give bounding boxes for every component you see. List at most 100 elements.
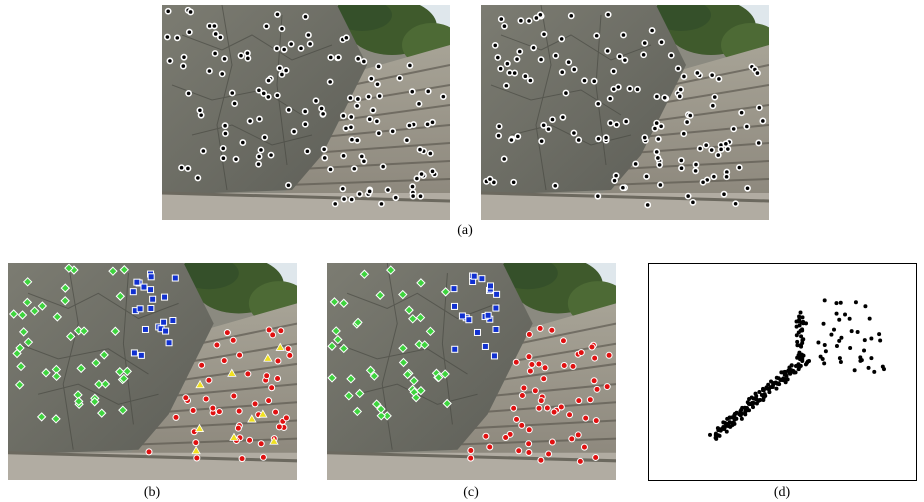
feature-circle: [235, 425, 241, 431]
feature-point: [495, 55, 500, 60]
feature-square: [148, 287, 154, 293]
feature-circle: [239, 456, 245, 462]
feature-circle: [569, 436, 575, 442]
feature-point: [659, 124, 664, 129]
scatter-dot: [837, 318, 841, 322]
page: (a) (b) (c) (d) (() => { const data = JS…: [0, 0, 924, 502]
feature-point: [655, 155, 660, 160]
feature-point: [188, 9, 193, 14]
scatter-dot: [723, 425, 727, 429]
feature-point: [207, 68, 212, 73]
feature-circle: [231, 393, 237, 399]
feature-point: [616, 84, 621, 89]
scatter-dot: [854, 300, 858, 304]
feature-point: [594, 33, 599, 38]
scatter-dot: [853, 368, 857, 372]
feature-point: [686, 194, 691, 199]
feature-point: [303, 109, 308, 114]
feature-point: [582, 78, 587, 83]
figure: (a) (b) (c) (d): [0, 0, 924, 502]
feature-point: [375, 82, 380, 87]
feature-point: [349, 197, 354, 202]
feature-circle: [487, 444, 493, 450]
feature-circle: [183, 395, 189, 401]
feature-square: [493, 305, 499, 311]
feature-point: [721, 192, 726, 197]
scatter-dot: [824, 349, 828, 353]
feature-square: [479, 276, 485, 282]
feature-point: [222, 56, 227, 61]
feature-point: [603, 135, 608, 140]
feature-point: [685, 119, 690, 124]
feature-circle: [258, 441, 264, 447]
feature-point: [377, 93, 382, 98]
scatter-dot: [882, 367, 886, 371]
scatter-dot: [728, 425, 732, 429]
feature-point: [553, 183, 558, 188]
scatter-dot: [750, 395, 754, 399]
feature-circle: [283, 415, 289, 421]
scatter-dot: [787, 366, 791, 370]
feature-circle: [519, 422, 525, 428]
scatter-dot: [762, 396, 766, 400]
feature-point: [731, 126, 736, 131]
feature-circle: [526, 450, 532, 456]
feature-point: [559, 36, 564, 41]
feature-point: [502, 156, 507, 161]
scatter-dot: [816, 341, 820, 345]
feature-circle: [206, 377, 212, 383]
feature-circle: [583, 415, 589, 421]
feature-point: [262, 135, 267, 140]
feature-circle: [275, 358, 281, 364]
feature-point: [336, 55, 341, 60]
feature-point: [340, 186, 345, 191]
feature-point: [569, 13, 574, 18]
feature-circle: [570, 363, 576, 369]
feature-point: [518, 18, 523, 23]
feature-circle: [538, 398, 544, 404]
feature-point: [319, 106, 324, 111]
feature-circle: [526, 354, 532, 360]
scatter-dot: [779, 378, 783, 382]
scatter-dot: [740, 417, 744, 421]
scatter-dot: [804, 362, 808, 366]
feature-circle: [560, 338, 566, 344]
feature-circle: [578, 350, 584, 356]
scatter-dot: [829, 333, 833, 337]
feature-point: [352, 166, 357, 171]
scatter-dot: [734, 417, 738, 421]
feature-point: [676, 66, 681, 71]
feature-point: [745, 186, 750, 191]
feature-point: [499, 17, 504, 22]
scatter-dot: [834, 301, 838, 305]
feature-point: [620, 185, 625, 190]
feature-point: [238, 53, 243, 58]
feature-square: [166, 340, 172, 346]
feature-square: [451, 286, 457, 292]
feature-circle: [581, 444, 587, 450]
photo-right: [481, 0, 781, 220]
feature-point: [534, 15, 539, 20]
feature-point: [733, 201, 738, 206]
scatter-dot: [716, 428, 720, 432]
feature-point: [277, 66, 282, 71]
scatter-dot: [708, 433, 712, 437]
feature-point: [502, 24, 507, 29]
scatter-dot: [832, 328, 836, 332]
scatter-dot: [878, 339, 882, 343]
feature-point: [677, 94, 682, 99]
feature-point: [356, 56, 361, 61]
feature-circle: [247, 437, 253, 443]
feature-point: [642, 41, 647, 46]
feature-point: [348, 95, 353, 100]
feature-point: [614, 122, 619, 127]
feature-square: [493, 326, 499, 332]
feature-square: [170, 318, 176, 324]
feature-square: [130, 289, 136, 295]
feature-point: [505, 61, 510, 66]
feature-square: [494, 291, 500, 297]
feature-point: [633, 161, 638, 166]
feature-point: [563, 90, 568, 95]
feature-point: [710, 103, 715, 108]
feature-point: [539, 139, 544, 144]
